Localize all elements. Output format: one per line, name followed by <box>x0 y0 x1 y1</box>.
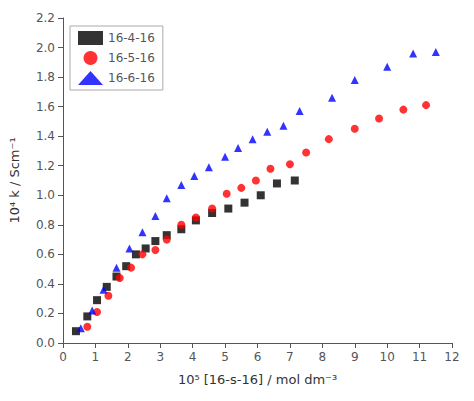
svg-text:8: 8 <box>319 350 327 364</box>
svg-text:1.8: 1.8 <box>36 70 55 84</box>
svg-text:16-6-16: 16-6-16 <box>108 71 155 85</box>
svg-text:1.2: 1.2 <box>36 159 55 173</box>
svg-text:10: 10 <box>380 350 395 364</box>
svg-text:1.0: 1.0 <box>36 188 55 202</box>
svg-text:0.4: 0.4 <box>36 277 55 291</box>
svg-text:5: 5 <box>221 350 229 364</box>
svg-text:11: 11 <box>412 350 427 364</box>
svg-text:0.0: 0.0 <box>36 336 55 350</box>
svg-text:1.4: 1.4 <box>36 129 55 143</box>
svg-text:12: 12 <box>444 350 459 364</box>
svg-text:3: 3 <box>156 350 164 364</box>
svg-text:2: 2 <box>124 350 132 364</box>
svg-text:0.2: 0.2 <box>36 306 55 320</box>
svg-text:4: 4 <box>189 350 197 364</box>
svg-text:6: 6 <box>254 350 262 364</box>
svg-text:9: 9 <box>351 350 359 364</box>
svg-text:0: 0 <box>59 350 67 364</box>
svg-text:7: 7 <box>286 350 294 364</box>
svg-text:10⁴ k / Scm⁻¹: 10⁴ k / Scm⁻¹ <box>7 137 22 223</box>
svg-text:0.8: 0.8 <box>36 218 55 232</box>
svg-text:1.6: 1.6 <box>36 100 55 114</box>
svg-text:2.0: 2.0 <box>36 41 55 55</box>
svg-text:16-4-16: 16-4-16 <box>108 31 155 45</box>
svg-text:16-5-16: 16-5-16 <box>108 51 155 65</box>
svg-text:2.2: 2.2 <box>36 11 55 25</box>
svg-text:0.6: 0.6 <box>36 247 55 261</box>
svg-text:1: 1 <box>92 350 100 364</box>
svg-text:10⁵ [16-s-16] / mol dm⁻³: 10⁵ [16-s-16] / mol dm⁻³ <box>178 372 337 387</box>
